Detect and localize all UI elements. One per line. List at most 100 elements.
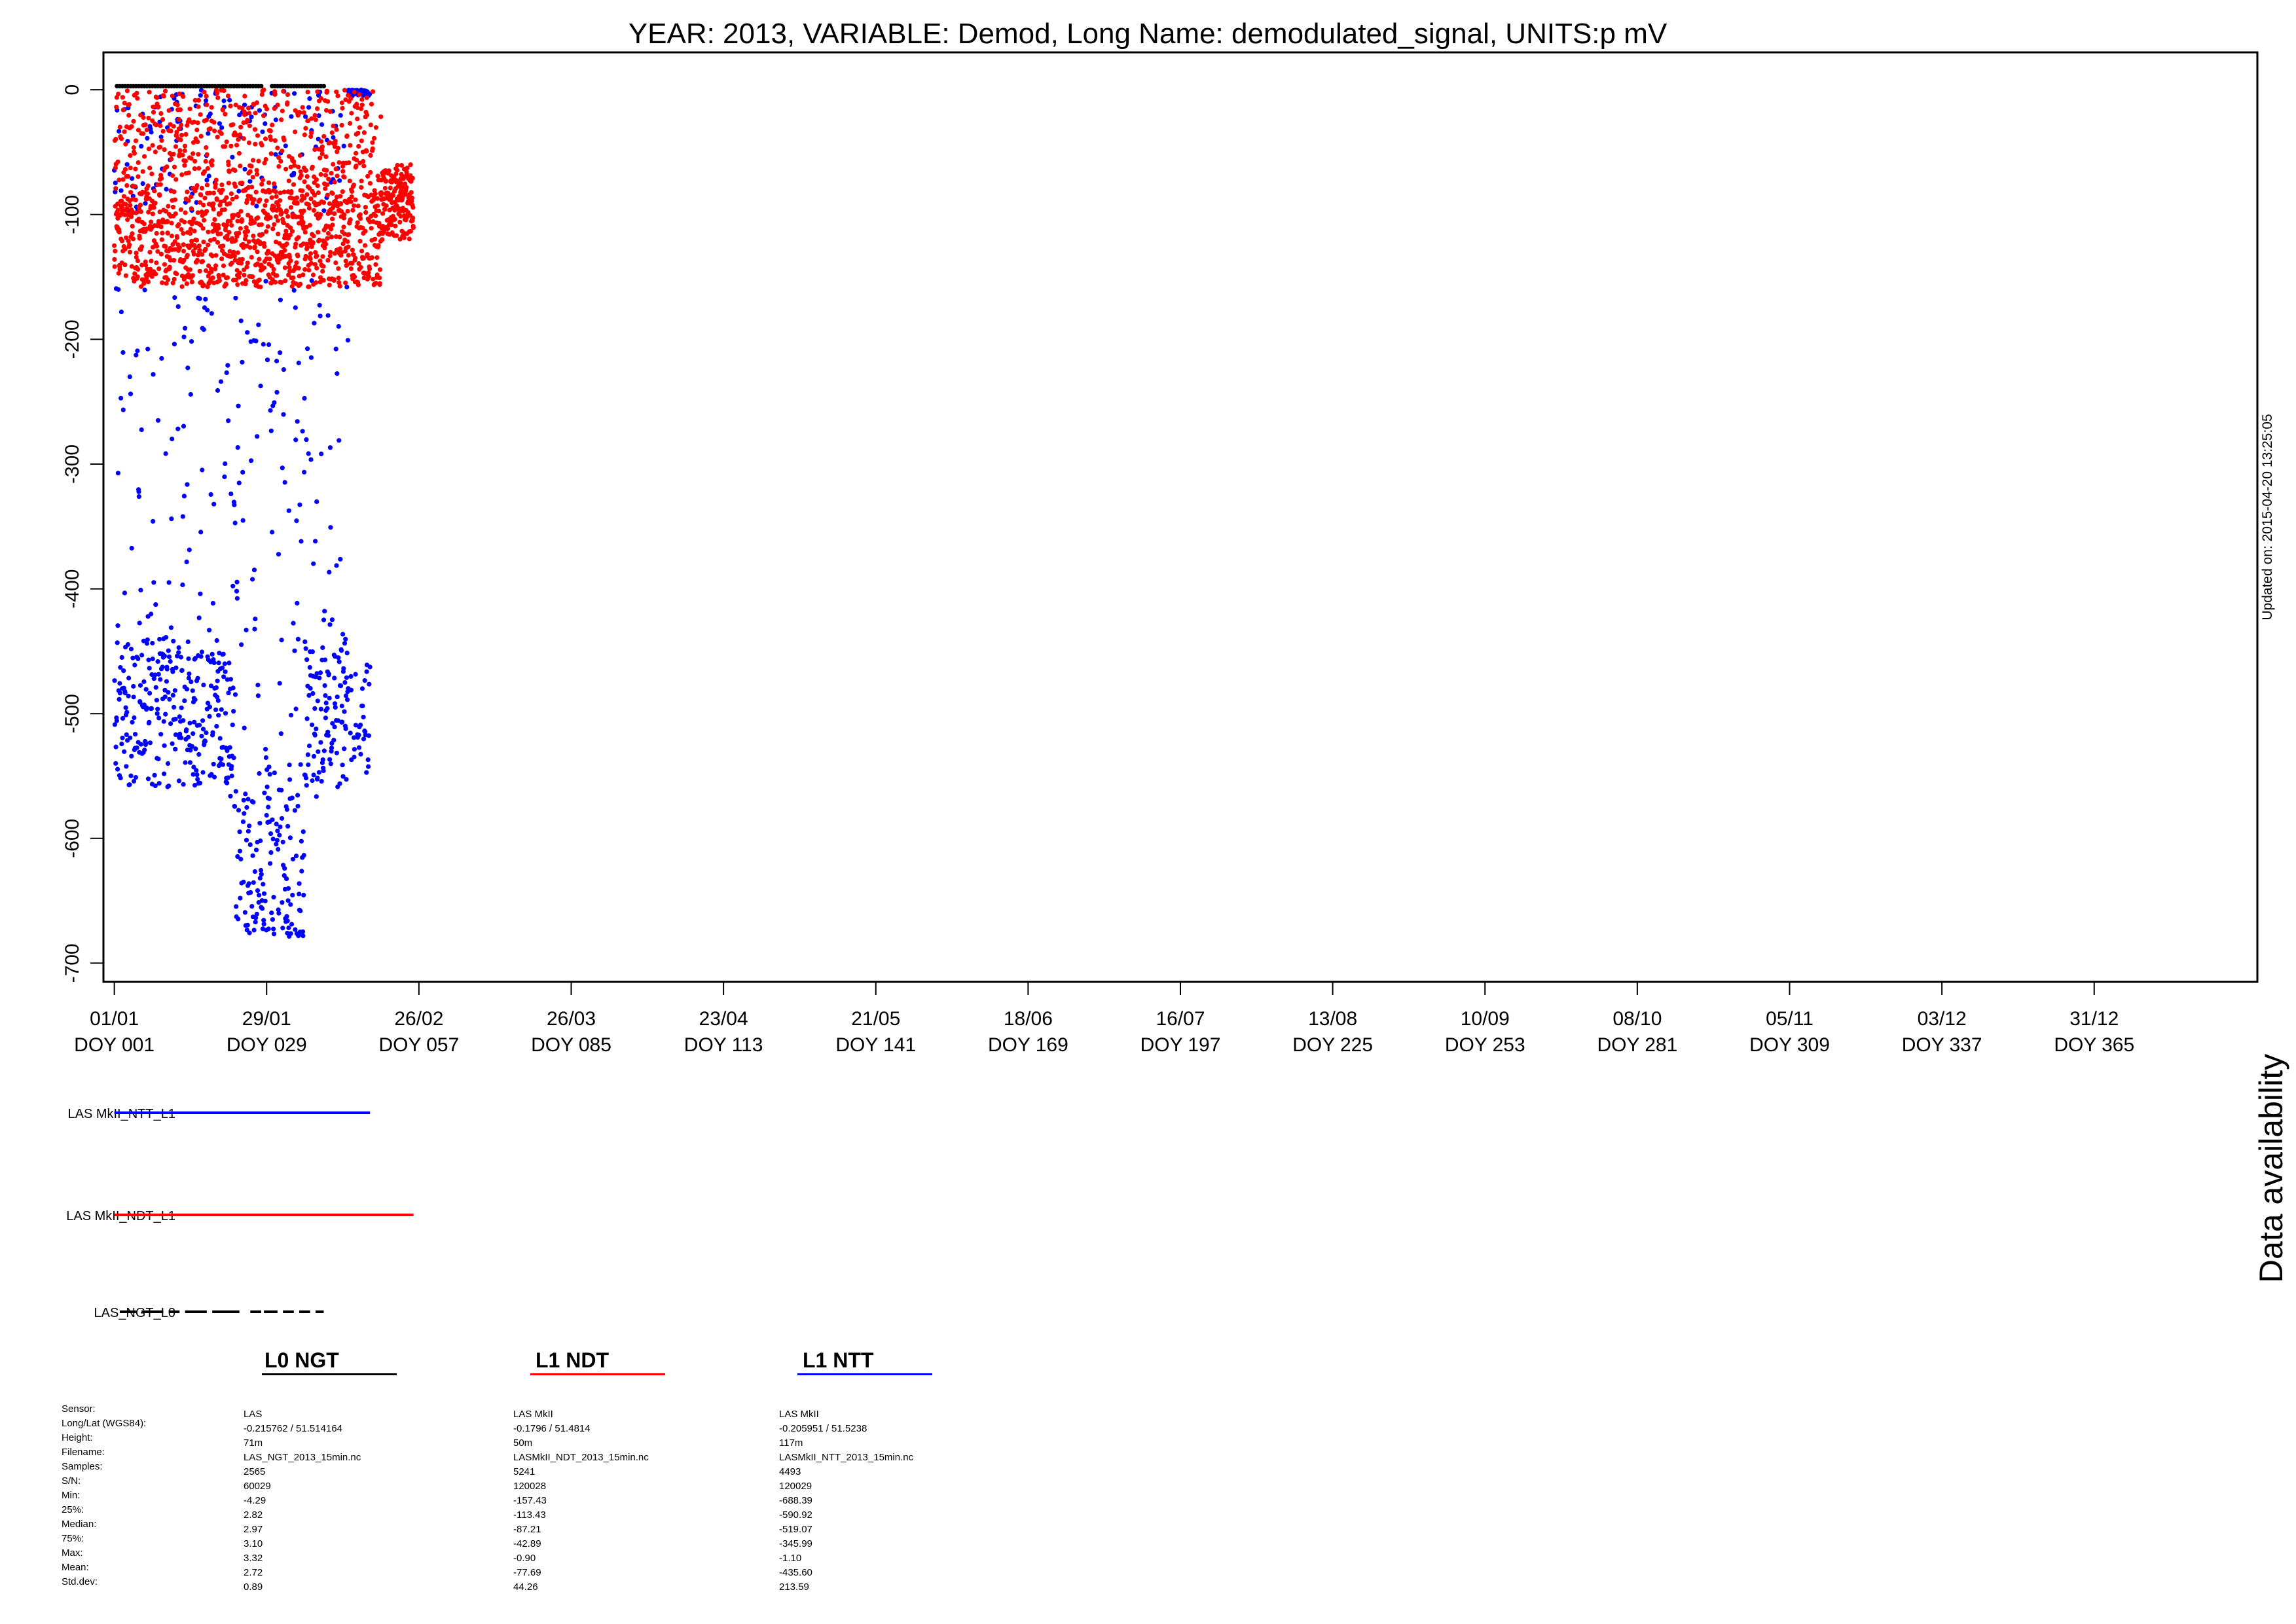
stats-value: 4493: [779, 1466, 801, 1477]
ntt-point: [353, 672, 358, 677]
ntt-point: [175, 426, 181, 431]
ntt-point: [157, 636, 162, 642]
ndt-point: [133, 138, 139, 143]
ntt-point: [271, 926, 276, 931]
ndt-point: [309, 116, 314, 121]
ndt-point: [252, 220, 257, 225]
ntt-point: [182, 698, 187, 704]
ndt-point: [189, 206, 194, 211]
ndt-point: [318, 96, 323, 101]
ntt-point: [206, 131, 211, 136]
ndt-point: [125, 217, 130, 223]
ntt-point: [318, 314, 323, 319]
ndt-point: [236, 230, 242, 236]
ntt-point: [173, 746, 178, 751]
ndt-point: [375, 173, 380, 179]
ntt-point: [296, 360, 301, 366]
ntt-point: [117, 128, 122, 134]
ntt-point: [316, 749, 321, 754]
ntt-point: [156, 715, 162, 721]
ndt-point: [295, 201, 300, 206]
ndt-point: [134, 250, 139, 255]
ndt-point: [130, 236, 136, 242]
ntt-point: [215, 695, 220, 700]
ndt-point: [302, 267, 308, 272]
ntt-point: [133, 775, 138, 780]
ntt-point: [124, 162, 130, 167]
ndt-point: [243, 233, 249, 238]
section-underline-l1-ntt: [797, 1373, 932, 1375]
ndt-point: [235, 282, 240, 287]
ntt-point: [274, 842, 279, 847]
ndt-point: [335, 173, 340, 179]
stats-value: 120029: [779, 1481, 812, 1492]
ndt-point: [319, 144, 325, 149]
x-tick-label: 03/12: [1918, 1008, 1967, 1030]
ntt-point: [131, 683, 136, 689]
ndt-point: [369, 226, 374, 231]
ntt-point: [217, 736, 223, 741]
ndt-point: [230, 122, 236, 127]
ntt-point: [229, 764, 234, 769]
ndt-point: [150, 118, 155, 124]
ndt-point: [219, 256, 225, 261]
ndt-point: [315, 89, 320, 94]
stats-value: -157.43: [513, 1495, 547, 1506]
ntt-point: [164, 666, 170, 672]
ntt-point: [263, 898, 268, 904]
ndt-point: [306, 118, 311, 124]
section-underline-l0-ngt: [262, 1373, 397, 1375]
ntt-point: [364, 770, 369, 775]
ndt-point: [337, 234, 342, 240]
ntt-point: [348, 687, 354, 693]
ndt-point: [192, 98, 198, 103]
ntt-point: [153, 602, 158, 607]
ntt-point: [120, 735, 125, 740]
ndt-point: [223, 111, 228, 117]
ndt-point: [191, 251, 196, 257]
ndt-point: [155, 249, 160, 254]
ntt-point: [342, 746, 347, 751]
ndt-point: [357, 212, 363, 217]
ntt-point: [302, 469, 307, 475]
ntt-point: [232, 520, 238, 526]
ndt-point: [200, 226, 206, 231]
ndt-point: [355, 204, 361, 209]
ntt-point: [274, 359, 280, 364]
ndt-point: [282, 247, 287, 253]
ndt-point: [196, 244, 202, 249]
ntt-point: [358, 722, 363, 728]
ndt-point: [225, 275, 230, 280]
ndt-point: [186, 198, 191, 203]
ndt-point: [228, 191, 234, 196]
ntt-point: [124, 732, 129, 737]
ndt-point: [287, 265, 292, 270]
stats-label: Min:: [62, 1490, 81, 1501]
ntt-point: [340, 763, 345, 768]
ntt-point: [184, 727, 189, 732]
ntt-point: [314, 794, 319, 799]
ndt-point: [124, 206, 130, 211]
stats-value: 71m: [244, 1437, 263, 1449]
ntt-point: [234, 588, 240, 594]
ntt-point: [235, 854, 240, 859]
ntt-point: [198, 654, 204, 659]
ndt-point: [157, 209, 162, 215]
ntt-point: [255, 888, 261, 893]
ntt-point: [116, 287, 121, 292]
ntt-point: [322, 683, 327, 688]
y-tick-label: -200: [62, 319, 83, 359]
ndt-point: [302, 196, 307, 201]
ntt-point: [154, 698, 159, 703]
ndt-point: [370, 140, 375, 145]
ntt-point: [251, 928, 257, 933]
ntt-point: [208, 683, 214, 689]
ndt-point: [285, 214, 291, 219]
ndt-point: [121, 194, 126, 199]
ntt-point: [181, 718, 186, 723]
ntt-point: [360, 703, 365, 708]
ntt-point: [113, 189, 118, 194]
ndt-point: [220, 107, 225, 113]
ndt-point: [242, 94, 247, 99]
ntt-point: [247, 823, 252, 829]
